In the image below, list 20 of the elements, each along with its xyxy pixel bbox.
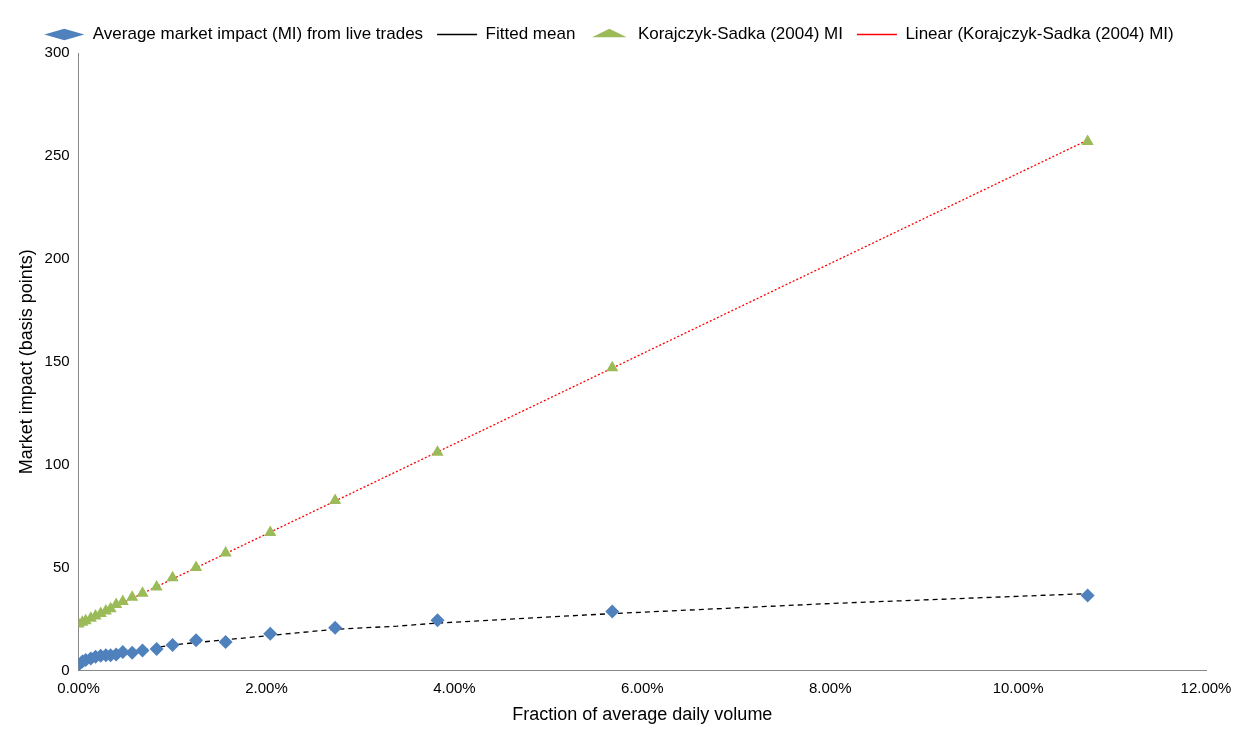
y-tick-label: 200 xyxy=(44,248,70,266)
x-tick-label: 6.00% xyxy=(621,678,664,696)
y-tick-label: 100 xyxy=(44,454,70,472)
legend-label: Fitted mean xyxy=(485,24,576,44)
x-tick-label: 4.00% xyxy=(433,678,476,696)
y-axis-title: Market impact (basis points) xyxy=(15,249,36,475)
y-tick-label: 50 xyxy=(52,557,70,575)
x-tick-label: 12.00% xyxy=(1180,678,1232,696)
legend-label: Korajczyk-Sadka (2004) MI xyxy=(637,24,843,44)
x-tick-label: 10.00% xyxy=(992,678,1044,696)
y-tick-label: 0 xyxy=(61,660,70,678)
x-axis-title: Fraction of average daily volume xyxy=(512,704,773,725)
x-tick-label: 0.00% xyxy=(57,678,100,696)
y-tick-label: 150 xyxy=(44,351,70,369)
y-tick-label: 300 xyxy=(44,43,70,61)
x-tick-label: 2.00% xyxy=(245,678,288,696)
legend-label: Linear (Korajczyk-Sadka (2004) MI) xyxy=(905,24,1174,44)
y-tick-label: 250 xyxy=(44,146,70,164)
legend-label: Average market impact (MI) from live trades xyxy=(92,24,424,44)
x-tick-label: 8.00% xyxy=(808,678,852,696)
